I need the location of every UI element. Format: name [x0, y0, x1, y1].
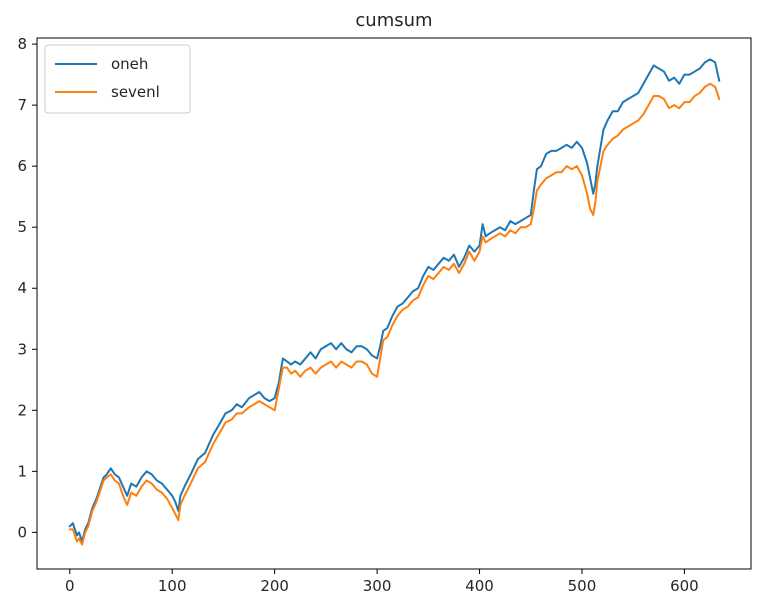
- y-tick-label: 6: [17, 157, 27, 175]
- y-tick-label: 0: [17, 523, 27, 541]
- legend-label-sevenl: sevenl: [111, 83, 160, 101]
- x-tick-label: 300: [363, 577, 392, 595]
- x-tick-label: 500: [568, 577, 597, 595]
- series-line-sevenl: [68, 82, 721, 546]
- y-tick-label: 5: [17, 218, 27, 236]
- x-tick-label: 400: [465, 577, 494, 595]
- y-tick-label: 1: [17, 462, 27, 480]
- x-tick-label: 0: [65, 577, 75, 595]
- x-tick-label: 600: [670, 577, 699, 595]
- chart-title: cumsum: [355, 10, 432, 31]
- series-layer: [68, 58, 721, 546]
- x-tick-label: 200: [260, 577, 289, 595]
- legend: oneh sevenl: [44, 44, 191, 114]
- plot-frame: [36, 37, 752, 570]
- y-tick-label: 7: [17, 96, 27, 114]
- plot-background: [37, 38, 751, 569]
- y-tick-label: 2: [17, 401, 27, 419]
- x-axis: 0 100 200 300 400 500 600: [65, 569, 699, 595]
- legend-label-oneh: oneh: [111, 55, 148, 73]
- y-tick-label: 4: [17, 279, 27, 297]
- series-line-oneh: [68, 58, 721, 543]
- x-tick-label: 100: [158, 577, 187, 595]
- y-tick-label: 8: [17, 35, 27, 53]
- y-tick-label: 3: [17, 340, 27, 358]
- legend-box: [44, 44, 191, 114]
- y-axis: 0 1 2 3 4 5 6 7 8: [17, 35, 37, 541]
